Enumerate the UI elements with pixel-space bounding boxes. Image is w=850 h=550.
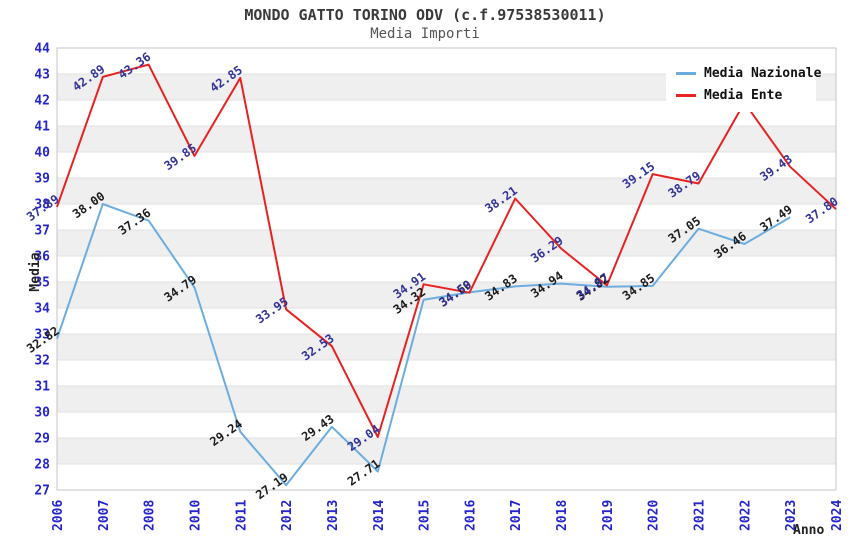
svg-text:2016: 2016 xyxy=(463,500,478,531)
svg-text:44: 44 xyxy=(34,42,50,57)
legend-label: Media Nazionale xyxy=(704,65,822,81)
x-axis-ticks: 2006 2007 2008 2010 2011 2012 2013 2014 2015 2016… xyxy=(51,500,845,531)
svg-text:2006: 2006 xyxy=(51,500,66,531)
legend-item-media-ente: Media Ente xyxy=(676,84,816,106)
svg-text:42: 42 xyxy=(34,94,50,109)
y-axis-ticks: 27 28 29 30 31 32 33 34 35 36 37 38 39 40 41 42 43 44 xyxy=(34,42,50,499)
svg-text:31: 31 xyxy=(34,380,50,395)
legend-label: Media Ente xyxy=(704,87,783,103)
svg-text:27.19: 27.19 xyxy=(253,470,291,502)
svg-text:2017: 2017 xyxy=(509,500,524,531)
legend-swatch-media-nazionale xyxy=(676,71,696,75)
plot-bands xyxy=(57,74,836,464)
svg-text:32: 32 xyxy=(34,354,50,369)
svg-text:35: 35 xyxy=(34,276,50,291)
svg-text:2024: 2024 xyxy=(830,500,845,531)
svg-text:2011: 2011 xyxy=(234,500,249,531)
svg-text:37: 37 xyxy=(34,224,50,239)
svg-text:2021: 2021 xyxy=(693,500,708,531)
series-media-ente-line xyxy=(56,63,837,438)
svg-text:2020: 2020 xyxy=(647,500,662,531)
chart-title: MONDO GATTO TORINO ODV (c.f.97538530011) xyxy=(244,6,606,24)
svg-text:2008: 2008 xyxy=(143,500,158,531)
x-axis-title: Anno xyxy=(793,523,825,538)
svg-text:2012: 2012 xyxy=(280,500,295,531)
svg-text:2007: 2007 xyxy=(97,500,112,531)
svg-text:2019: 2019 xyxy=(601,500,616,531)
svg-text:29: 29 xyxy=(34,432,50,447)
y-axis-title: Media xyxy=(28,252,43,292)
chart-legend: Media Nazionale Media Ente xyxy=(666,56,821,112)
svg-text:40: 40 xyxy=(34,146,50,161)
svg-text:2015: 2015 xyxy=(418,500,433,531)
svg-text:2014: 2014 xyxy=(372,500,387,531)
legend-swatch-media-ente xyxy=(676,93,696,97)
svg-text:2010: 2010 xyxy=(188,500,203,531)
svg-text:2018: 2018 xyxy=(555,500,570,531)
svg-text:43: 43 xyxy=(34,68,50,83)
svg-text:33: 33 xyxy=(34,328,50,343)
chart-subtitle: Media Importi xyxy=(370,26,480,42)
svg-text:41: 41 xyxy=(34,120,50,135)
svg-text:2023: 2023 xyxy=(784,500,799,531)
svg-text:38: 38 xyxy=(34,198,50,213)
svg-text:2013: 2013 xyxy=(326,500,341,531)
svg-text:39: 39 xyxy=(34,172,50,187)
svg-text:30: 30 xyxy=(34,406,50,421)
svg-text:36: 36 xyxy=(34,250,50,265)
svg-text:2022: 2022 xyxy=(738,500,753,531)
svg-text:27: 27 xyxy=(34,484,50,499)
series-media-nazionale-line xyxy=(56,203,791,487)
svg-text:28: 28 xyxy=(34,458,50,473)
legend-item-media-nazionale: Media Nazionale xyxy=(676,62,821,84)
svg-text:34: 34 xyxy=(34,302,50,317)
